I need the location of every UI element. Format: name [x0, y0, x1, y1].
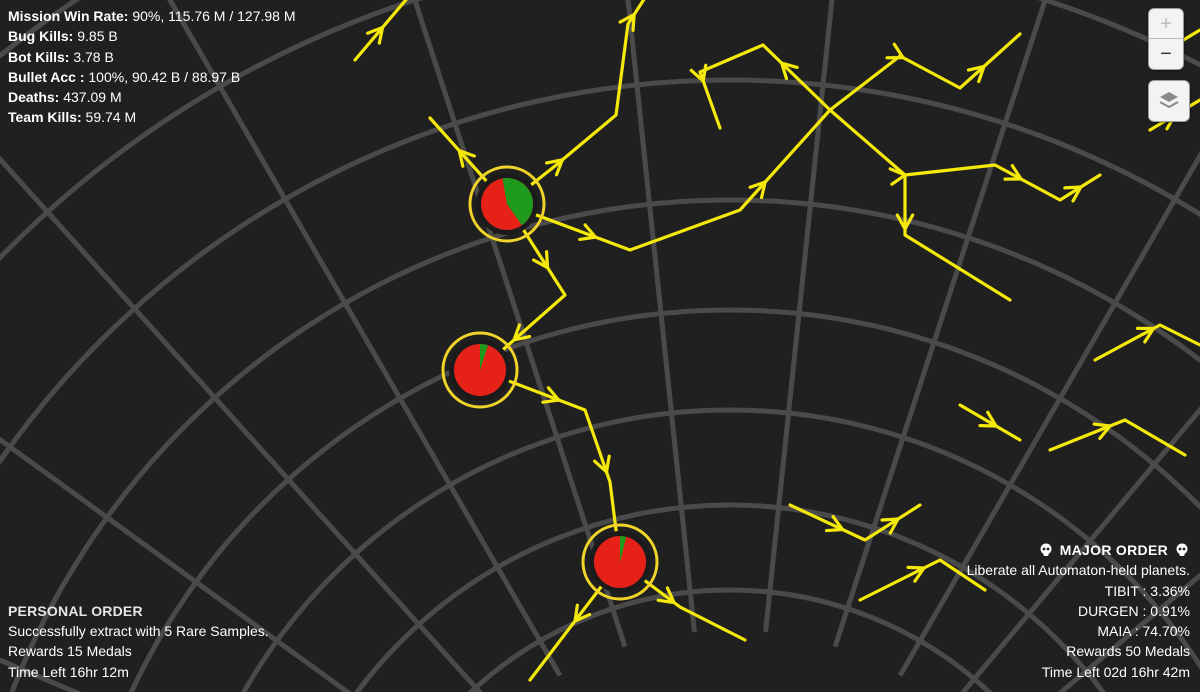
stat-row: Bullet Acc : 100%, 90.42 B / 88.97 B	[8, 67, 296, 87]
global-stats: Mission Win Rate: 90%, 115.76 M / 127.98…	[8, 6, 296, 128]
major-order-body: Liberate all Automaton-held planets.TIBI…	[967, 560, 1190, 682]
personal-order-title: PERSONAL ORDER	[8, 601, 269, 621]
skull-icon	[1038, 542, 1054, 558]
zoom-in-button[interactable]: +	[1149, 9, 1183, 39]
stat-row: Deaths: 437.09 M	[8, 87, 296, 107]
layers-icon	[1157, 89, 1181, 113]
skull-icon	[1174, 542, 1190, 558]
zoom-control: + −	[1148, 8, 1184, 70]
zoom-out-button[interactable]: −	[1149, 39, 1183, 69]
stat-row: Team Kills: 59.74 M	[8, 107, 296, 127]
map-controls: + −	[1148, 8, 1190, 122]
major-order-title: MAJOR ORDER	[967, 540, 1190, 560]
personal-order-body: Successfully extract with 5 Rare Samples…	[8, 621, 269, 682]
layers-button[interactable]	[1148, 80, 1190, 122]
planet-node[interactable]	[443, 333, 517, 407]
stat-row: Bug Kills: 9.85 B	[8, 26, 296, 46]
personal-order-panel: PERSONAL ORDER Successfully extract with…	[8, 601, 269, 682]
stat-row: Bot Kills: 3.78 B	[8, 47, 296, 67]
planet-node[interactable]	[583, 525, 657, 599]
planet-node[interactable]	[470, 167, 544, 241]
stat-row: Mission Win Rate: 90%, 115.76 M / 127.98…	[8, 6, 296, 26]
major-order-panel: MAJOR ORDER Liberate all Automaton-held …	[967, 540, 1190, 682]
